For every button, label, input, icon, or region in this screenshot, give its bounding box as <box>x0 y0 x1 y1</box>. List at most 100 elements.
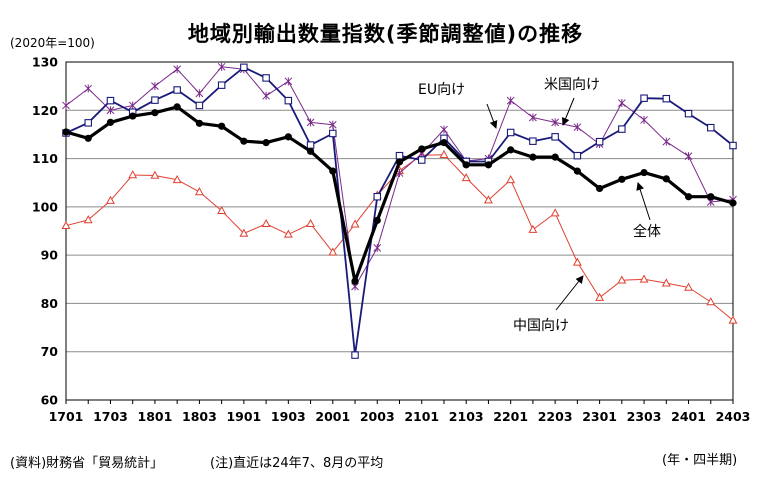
data-point-china <box>528 224 538 233</box>
data-point-us <box>417 156 426 164</box>
x-tick-label: 1803 <box>182 409 217 424</box>
data-point-us <box>595 137 604 146</box>
data-point-us <box>173 86 181 94</box>
y-tick-label: 110 <box>32 151 58 166</box>
data-point-total <box>84 134 92 142</box>
label-arrow-china <box>555 275 584 311</box>
data-point-china <box>550 208 560 217</box>
x-tick-label: 1801 <box>138 409 173 424</box>
data-point-china <box>661 278 671 287</box>
data-point-us <box>662 94 671 103</box>
data-point-us <box>284 96 293 105</box>
data-point-eu <box>662 137 671 146</box>
data-point-china <box>306 218 316 228</box>
data-point-us <box>684 109 693 118</box>
data-point-china <box>595 292 605 301</box>
x-tick-label: 2403 <box>716 409 751 424</box>
series-label-total: 全体 <box>633 223 661 240</box>
data-point-eu <box>262 91 270 100</box>
x-tick-label: 2103 <box>449 409 484 424</box>
data-point-us <box>151 96 159 104</box>
data-point-eu <box>573 123 582 132</box>
x-tick-label: 2201 <box>493 409 528 424</box>
data-point-eu <box>506 96 515 105</box>
data-point-china <box>328 247 338 256</box>
source-note: (資料)財務省「貿易統計」 <box>10 456 164 471</box>
data-point-china <box>283 229 293 238</box>
data-point-china <box>350 219 360 228</box>
data-point-total <box>596 184 604 193</box>
data-point-total <box>729 199 737 207</box>
x-tick-label: 1701 <box>49 409 84 424</box>
data-point-us <box>373 192 382 201</box>
data-point-total <box>707 193 715 201</box>
data-point-total <box>440 139 448 147</box>
data-point-total <box>640 168 648 177</box>
data-point-china <box>128 170 138 179</box>
data-point-eu <box>195 89 204 98</box>
data-point-eu <box>62 101 70 110</box>
x-tick-label: 2003 <box>360 409 395 424</box>
data-point-total <box>462 161 470 169</box>
data-point-eu <box>151 82 159 91</box>
x-tick-label: 2001 <box>315 409 350 424</box>
data-point-china <box>150 170 160 179</box>
data-point-china <box>106 195 115 204</box>
data-point-eu <box>684 152 693 161</box>
data-point-us <box>329 129 337 138</box>
label-arrow-eu <box>486 103 498 129</box>
series-label-china: 中国向け <box>513 318 569 334</box>
y-unit-label: (2020年=100) <box>10 36 95 50</box>
data-point-us <box>106 96 115 105</box>
data-point-total <box>306 147 315 155</box>
data-point-us <box>217 81 226 89</box>
data-point-eu <box>617 99 626 108</box>
chart-title: 地域別輸出数量指数(季節調整値)の推移 <box>187 22 584 46</box>
data-point-total <box>484 161 493 169</box>
data-point-eu <box>284 77 293 86</box>
x-tick-label: 2301 <box>582 409 617 424</box>
data-point-eu <box>328 120 337 129</box>
data-point-eu <box>128 101 137 110</box>
data-point-us <box>240 63 248 72</box>
data-point-china <box>639 274 649 283</box>
data-point-total <box>262 139 270 147</box>
data-point-china <box>506 174 516 184</box>
data-point-total <box>529 153 537 161</box>
data-point-total <box>284 133 292 141</box>
data-point-total <box>129 112 137 120</box>
x-tick-label: 1703 <box>93 409 128 424</box>
data-point-total <box>106 118 115 126</box>
label-arrow-total <box>636 182 651 221</box>
x-tick-label: 2203 <box>538 409 573 424</box>
data-point-eu <box>106 106 115 115</box>
data-point-china <box>728 315 738 324</box>
data-point-total <box>62 128 70 136</box>
data-point-us <box>351 351 359 359</box>
data-point-total <box>418 145 426 153</box>
data-point-total <box>507 146 515 154</box>
data-point-eu <box>640 115 648 124</box>
x-unit-label: (年・四半期) <box>662 453 738 468</box>
data-point-us <box>84 119 92 127</box>
y-tick-label: 130 <box>32 55 58 70</box>
data-point-china <box>572 257 582 266</box>
data-point-total <box>195 119 203 127</box>
data-point-china <box>439 149 449 159</box>
data-point-eu <box>217 62 226 71</box>
data-point-china <box>194 187 204 196</box>
data-point-total <box>151 109 159 117</box>
label-arrow-us <box>561 97 575 126</box>
data-point-total <box>373 216 381 224</box>
data-point-us <box>573 151 582 160</box>
data-point-us <box>262 74 270 82</box>
x-tick-label: 2303 <box>627 409 662 424</box>
y-tick-label: 60 <box>41 393 59 408</box>
data-point-china <box>61 220 71 229</box>
data-point-china <box>217 205 227 215</box>
data-point-total <box>684 193 693 201</box>
x-tick-label: 2401 <box>671 409 706 424</box>
data-point-eu <box>84 84 93 93</box>
y-tick-label: 120 <box>32 103 58 118</box>
